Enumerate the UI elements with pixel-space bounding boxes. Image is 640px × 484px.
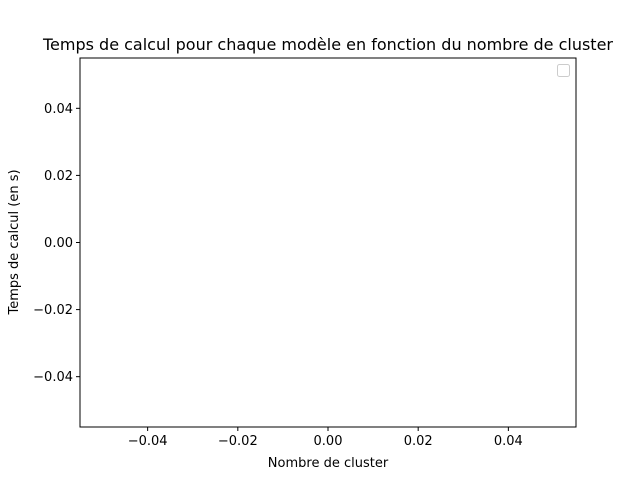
x-tick-label: 0.04 — [494, 434, 523, 449]
x-tick-label: −0.04 — [128, 434, 168, 449]
x-tick-label: 0.00 — [314, 434, 343, 449]
y-tick-label: 0.04 — [44, 102, 73, 117]
y-axis-label: Temps de calcul (en s) — [7, 169, 22, 315]
legend-box — [557, 64, 570, 77]
x-tick-label: 0.02 — [404, 434, 433, 449]
y-tick-label: −0.02 — [33, 303, 73, 318]
x-tick-label: −0.02 — [218, 434, 258, 449]
x-axis-label: Nombre de cluster — [268, 456, 389, 471]
y-axis-ticks: −0.04 −0.02 0.00 0.02 0.04 — [33, 102, 80, 385]
legend — [557, 64, 570, 77]
y-tick-label: 0.00 — [44, 236, 73, 251]
x-axis-ticks: −0.04 −0.02 0.00 0.02 0.04 — [128, 427, 523, 449]
y-tick-label: 0.02 — [44, 169, 73, 184]
y-tick-label: −0.04 — [33, 370, 73, 385]
plot-area — [79, 57, 577, 428]
chart-title: Temps de calcul pour chaque modèle en fo… — [42, 35, 613, 54]
